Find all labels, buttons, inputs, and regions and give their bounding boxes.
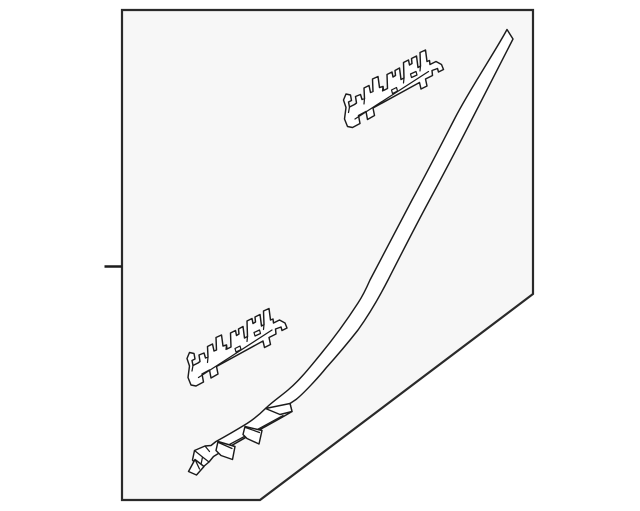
molding-fold-sliver [264, 402, 293, 416]
part-retainer-clip-upper [342, 49, 445, 129]
molding-clip-tab-a-fold [244, 426, 261, 434]
molding-clip-tab-b-fold [217, 441, 233, 450]
retainer-upper-detail-lines [347, 65, 430, 120]
molding-outline [191, 28, 514, 471]
retainer-lower-detail-lines [191, 323, 273, 379]
part-retainer-clip-lower [186, 307, 288, 387]
molding-end-flap-fold [194, 459, 201, 470]
molding-clip-tab-b [215, 440, 236, 461]
molding-clip-tab-a [242, 425, 263, 445]
molding-end-flap [187, 458, 205, 476]
part-molding-strip [187, 28, 514, 476]
sheet-outline [120, 8, 535, 502]
